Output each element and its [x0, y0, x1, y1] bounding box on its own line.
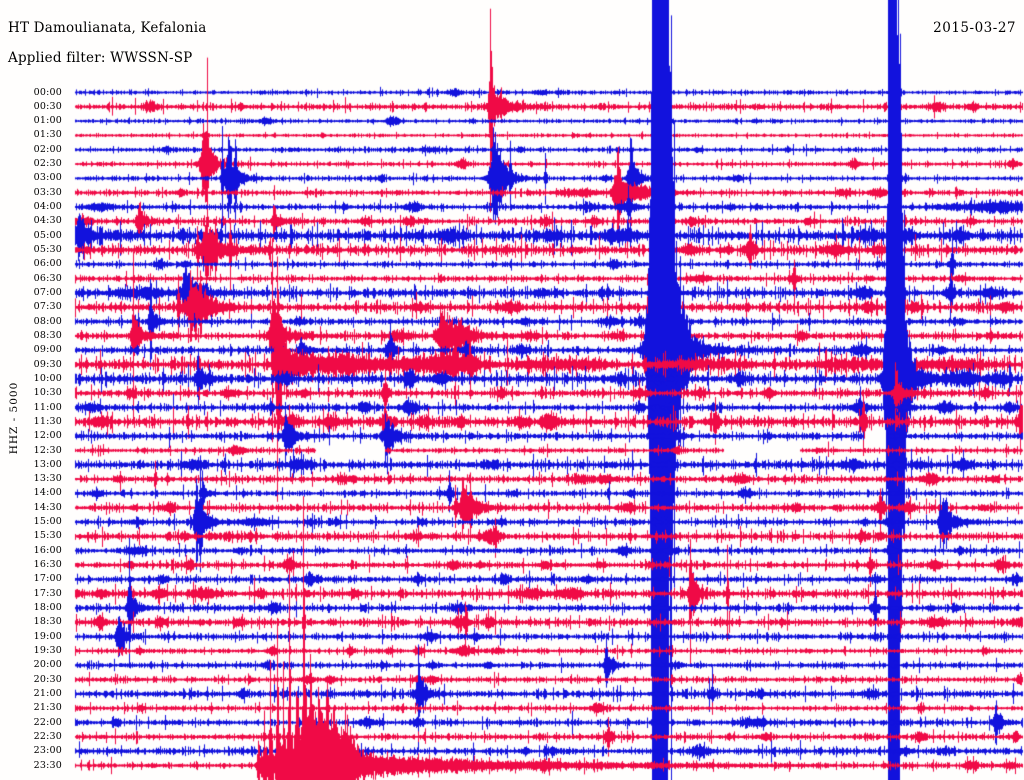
- time-label: 02:30: [33, 158, 62, 170]
- time-label: 19:30: [33, 644, 62, 656]
- time-label: 20:30: [33, 673, 62, 685]
- time-label: 09:30: [33, 358, 62, 370]
- time-label: 12:00: [33, 430, 62, 442]
- time-label: 10:00: [33, 372, 62, 384]
- time-label: 06:30: [33, 272, 62, 284]
- time-label: 07:30: [33, 301, 62, 313]
- time-label: 08:30: [33, 329, 62, 341]
- time-label: 11:30: [33, 415, 62, 427]
- time-label: 21:30: [33, 702, 62, 714]
- time-label: 06:00: [33, 258, 62, 270]
- time-label: 14:30: [33, 501, 62, 513]
- time-label: 22:30: [33, 730, 62, 742]
- time-label: 16:30: [33, 559, 62, 571]
- time-label: 03:00: [33, 172, 62, 184]
- time-label: 01:30: [33, 129, 62, 141]
- time-label: 15:00: [33, 516, 62, 528]
- time-label: 05:00: [33, 229, 62, 241]
- time-label: 14:00: [33, 487, 62, 499]
- time-label: 21:00: [33, 687, 62, 699]
- time-label: 05:30: [33, 244, 62, 256]
- time-label: 19:00: [33, 630, 62, 642]
- date-label: 2015-03-27: [933, 20, 1016, 36]
- time-label: 18:30: [33, 616, 62, 628]
- time-label: 10:30: [33, 387, 62, 399]
- station-title: HT Damoulianata, Kefalonia: [8, 20, 207, 36]
- time-label: 23:00: [33, 745, 62, 757]
- time-label: 12:30: [33, 444, 62, 456]
- time-label: 15:30: [33, 530, 62, 542]
- time-label: 17:00: [33, 573, 62, 585]
- time-label: 11:00: [33, 401, 62, 413]
- time-label: 20:00: [33, 659, 62, 671]
- time-label: 02:00: [33, 143, 62, 155]
- time-label: 09:00: [33, 344, 62, 356]
- time-label: 18:00: [33, 602, 62, 614]
- time-label: 04:00: [33, 201, 62, 213]
- time-label: 01:00: [33, 115, 62, 127]
- time-label: 23:30: [33, 759, 62, 771]
- time-label: 07:00: [33, 286, 62, 298]
- time-label: 17:30: [33, 587, 62, 599]
- time-label: 00:00: [33, 86, 62, 98]
- time-label: 13:30: [33, 473, 62, 485]
- time-label: 04:30: [33, 215, 62, 227]
- time-label: 00:30: [33, 100, 62, 112]
- time-label: 13:00: [33, 458, 62, 470]
- time-label: 16:00: [33, 544, 62, 556]
- time-label: 22:00: [33, 716, 62, 728]
- time-label: 08:00: [33, 315, 62, 327]
- filter-label: Applied filter: WWSSN-SP: [8, 50, 193, 66]
- time-label: 03:30: [33, 186, 62, 198]
